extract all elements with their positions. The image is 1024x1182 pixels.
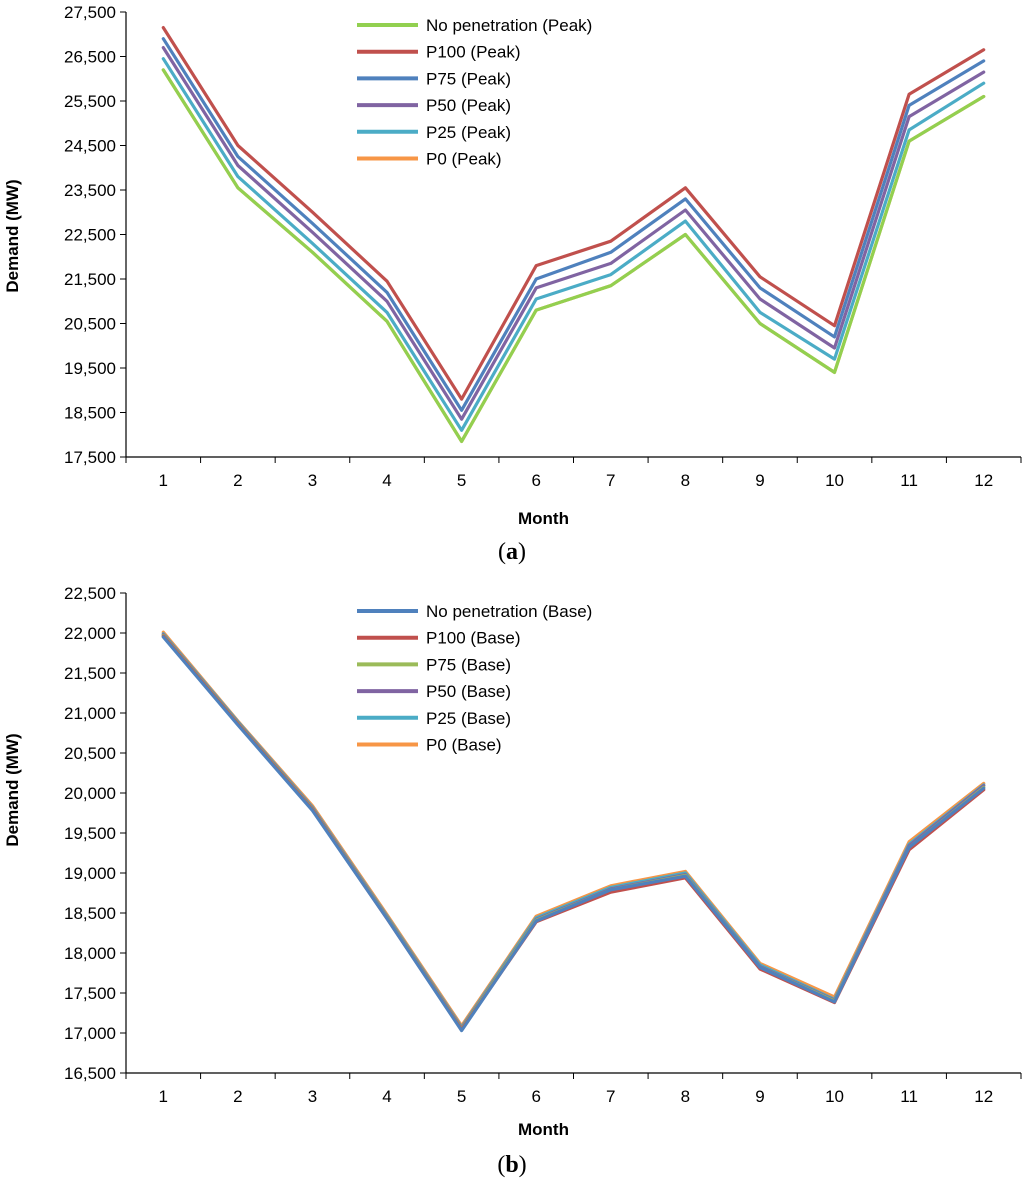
x-tick-label: 7: [606, 1087, 615, 1106]
y-tick-label: 20,500: [64, 315, 116, 334]
x-tick-label: 8: [681, 1087, 690, 1106]
y-tick-label: 18,000: [64, 944, 116, 963]
legend-label: P75 (Peak): [426, 69, 511, 88]
x-tick-label: 10: [825, 471, 844, 490]
legend-label: P100 (Base): [426, 629, 521, 648]
x-tick-label: 11: [900, 1087, 918, 1106]
series-line: [161, 45, 986, 421]
y-tick-label: 16,500: [64, 1064, 116, 1083]
x-tick-label: 3: [308, 471, 317, 490]
x-tick-label: 2: [233, 1087, 242, 1106]
y-tick-label: 22,000: [64, 624, 116, 643]
x-tick-label: 11: [900, 471, 918, 490]
x-tick-label: 1: [159, 1087, 168, 1106]
x-tick-label: 6: [531, 471, 540, 490]
x-tick-label: 12: [974, 1087, 993, 1106]
series-line: [161, 633, 986, 1031]
x-tick-label: 4: [382, 1087, 391, 1106]
x-tick-label: 4: [382, 471, 391, 490]
y-axis-title: Demand (MW): [3, 733, 22, 846]
y-tick-label: 21,000: [64, 704, 116, 723]
legend-label: P50 (Peak): [426, 96, 511, 115]
legend-label: P0 (Base): [426, 736, 502, 755]
y-tick-label: 26,500: [64, 48, 116, 67]
legend-label: P100 (Peak): [426, 43, 521, 62]
y-tick-label: 17,000: [64, 1024, 116, 1043]
x-tick-label: 5: [457, 1087, 466, 1106]
series-line: [161, 630, 986, 1028]
x-tick-label: 9: [755, 471, 764, 490]
x-tick-label: 9: [755, 1087, 764, 1106]
series-line: [161, 635, 986, 1033]
legend-label: P75 (Base): [426, 655, 511, 674]
x-tick-label: 2: [233, 471, 242, 490]
series-line: [161, 57, 986, 432]
y-tick-label: 19,000: [64, 864, 116, 883]
legend-label: No penetration (Base): [426, 602, 592, 621]
panel-letter: b: [505, 1152, 518, 1178]
x-tick-label: 12: [974, 471, 993, 490]
x-tick-label: 1: [159, 471, 168, 490]
legend-label: P25 (Peak): [426, 123, 511, 142]
legend-label: P50 (Base): [426, 682, 511, 701]
series-line: [161, 26, 986, 401]
y-tick-label: 24,500: [64, 137, 116, 156]
x-tick-label: 10: [825, 1087, 844, 1106]
x-tick-label: 6: [531, 1087, 540, 1106]
series-line: [161, 632, 986, 1030]
x-axis-title: Month: [518, 1120, 569, 1139]
y-tick-label: 22,500: [64, 584, 116, 603]
chart-a: 17,500 18,500 19,500 20,500 21,500 22,500 23,5…: [3, 3, 1022, 565]
legend-label: P25 (Base): [426, 709, 511, 728]
y-tick-label: 18,500: [64, 904, 116, 923]
x-tick-label: 3: [308, 1087, 317, 1106]
chart-b: 16,500 17,000 17,500 18,000 18,500 19,000 19,5…: [3, 584, 1022, 1178]
y-tick-label: 21,500: [64, 664, 116, 683]
y-tick-label: 22,500: [64, 226, 116, 245]
panel-label: (a): [498, 539, 526, 565]
panel-letter: a: [506, 539, 518, 565]
panel-label: (b): [497, 1152, 526, 1178]
y-tick-label: 20,500: [64, 744, 116, 763]
y-tick-label: 20,000: [64, 784, 116, 803]
x-tick-label: 8: [681, 471, 690, 490]
x-tick-label: 5: [457, 471, 466, 490]
y-tick-label: 25,500: [64, 92, 116, 111]
series-line: [161, 632, 986, 1030]
y-tick-label: 17,500: [64, 984, 116, 1003]
y-axis-title: Demand (MW): [3, 179, 22, 292]
series-line: [161, 634, 986, 1032]
series-line: [161, 37, 986, 412]
y-tick-label: 27,500: [64, 3, 116, 22]
y-tick-label: 21,500: [64, 270, 116, 289]
legend-label: P0 (Peak): [426, 150, 502, 169]
y-tick-label: 23,500: [64, 181, 116, 200]
series-line: [161, 68, 986, 443]
y-tick-label: 17,500: [64, 448, 116, 467]
y-tick-label: 18,500: [64, 404, 116, 423]
x-tick-label: 7: [606, 471, 615, 490]
x-axis-title: Month: [518, 509, 569, 528]
y-tick-label: 19,500: [64, 359, 116, 378]
legend-label: No penetration (Peak): [426, 16, 592, 35]
y-tick-label: 19,500: [64, 824, 116, 843]
